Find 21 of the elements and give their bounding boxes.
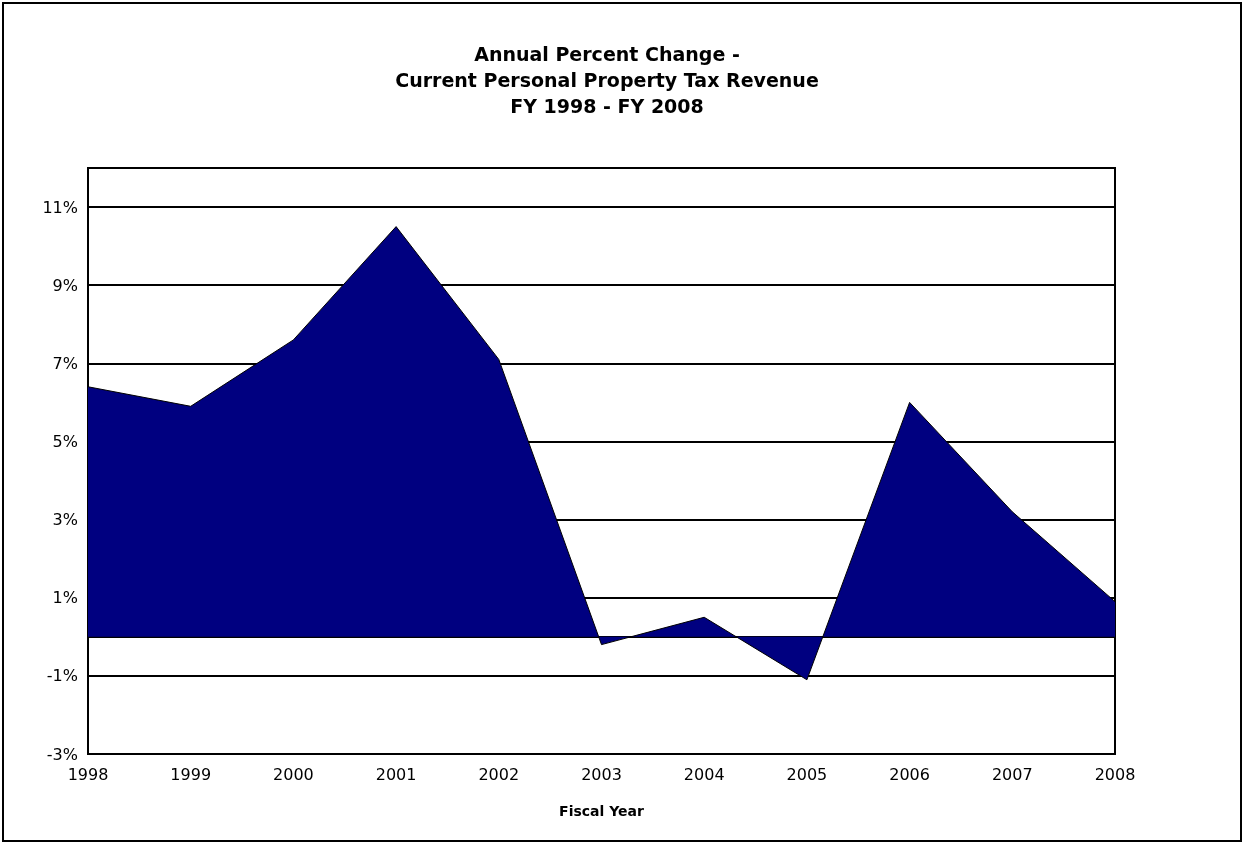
y-tick-label: 11% [42,197,78,217]
y-tick-label: 5% [52,431,78,451]
x-tick-label: 2007 [991,764,1033,784]
x-tick-label: 1999 [170,764,212,784]
y-tick-label: -3% [46,744,78,764]
y-tick-label: 9% [52,275,78,295]
y-tick-label: -1% [46,666,78,686]
x-tick-label: 2002 [478,764,520,784]
y-tick-label: 1% [52,588,78,608]
x-tick-label: 2005 [786,764,828,784]
y-tick-label: 3% [52,510,78,530]
x-tick-label: 2000 [273,764,314,784]
y-tick-label: 7% [52,353,78,373]
x-tick-label: 2008 [1094,764,1136,784]
x-tick-label: 1998 [67,764,109,784]
x-tick-label: 2003 [581,764,622,784]
x-tick-label: 2006 [889,764,930,784]
x-tick-label: 2001 [375,764,417,784]
x-tick-label: 2004 [683,764,725,784]
x-axis-title: Fiscal Year [559,803,644,819]
chart-title: Annual Percent Change - Current Personal Property Tax Revenue FY 1998 - FY 2008 [395,43,819,117]
